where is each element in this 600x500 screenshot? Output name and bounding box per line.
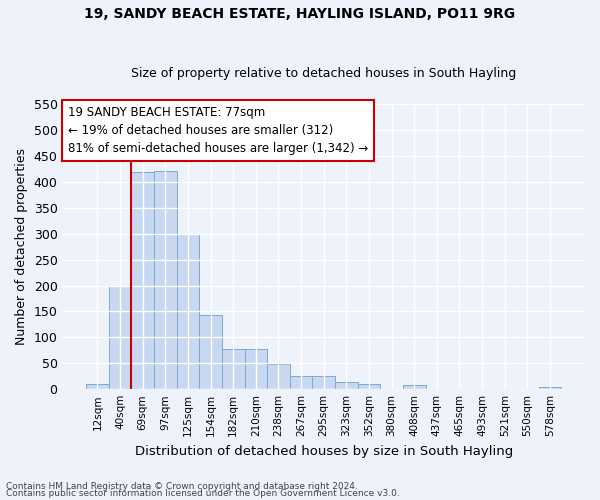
Bar xyxy=(539,386,561,389)
Bar xyxy=(313,376,335,389)
Bar xyxy=(290,376,313,389)
Text: 19, SANDY BEACH ESTATE, HAYLING ISLAND, PO11 9RG: 19, SANDY BEACH ESTATE, HAYLING ISLAND, … xyxy=(85,8,515,22)
Bar xyxy=(154,170,176,389)
Bar xyxy=(403,385,425,389)
Bar xyxy=(358,384,380,389)
Bar xyxy=(109,286,131,389)
Y-axis label: Number of detached properties: Number of detached properties xyxy=(15,148,28,345)
X-axis label: Distribution of detached houses by size in South Hayling: Distribution of detached houses by size … xyxy=(134,444,513,458)
Bar xyxy=(176,234,199,389)
Text: 19 SANDY BEACH ESTATE: 77sqm
← 19% of detached houses are smaller (312)
81% of s: 19 SANDY BEACH ESTATE: 77sqm ← 19% of de… xyxy=(68,106,368,154)
Bar xyxy=(131,172,154,389)
Text: Contains public sector information licensed under the Open Government Licence v3: Contains public sector information licen… xyxy=(6,490,400,498)
Title: Size of property relative to detached houses in South Hayling: Size of property relative to detached ho… xyxy=(131,66,517,80)
Bar xyxy=(335,382,358,389)
Bar xyxy=(222,349,245,389)
Bar xyxy=(267,364,290,389)
Bar xyxy=(86,384,109,389)
Bar xyxy=(245,349,267,389)
Bar xyxy=(199,315,222,389)
Text: Contains HM Land Registry data © Crown copyright and database right 2024.: Contains HM Land Registry data © Crown c… xyxy=(6,482,358,491)
